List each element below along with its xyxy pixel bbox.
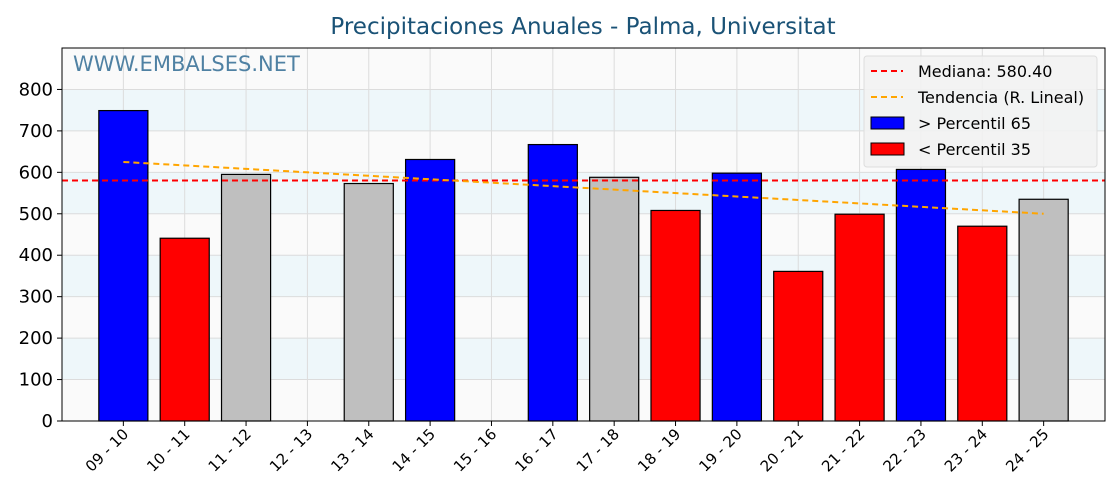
- watermark: WWW.EMBALSES.NET: [73, 52, 300, 76]
- x-tick-label: 21 - 22: [818, 425, 868, 475]
- bar-19-20: [711, 172, 763, 422]
- background-band: [62, 255, 1105, 297]
- x-tick-label: 18 - 19: [634, 425, 684, 475]
- bar-11-12: [220, 173, 272, 422]
- y-tick-label: 0: [42, 411, 53, 432]
- y-tick-label: 700: [19, 121, 53, 142]
- legend-low-label: < Percentil 35: [918, 140, 1031, 159]
- x-tick-label: 13 - 14: [327, 425, 377, 475]
- x-tick-label: 16 - 17: [511, 425, 561, 475]
- legend-box: [863, 55, 1098, 168]
- x-tick-label: 10 - 11: [143, 425, 193, 475]
- x-tick-label: 12 - 13: [266, 425, 316, 475]
- trend-line: [123, 160, 1044, 215]
- bar-10-11: [159, 237, 210, 422]
- y-tick-label: 300: [19, 287, 53, 308]
- background-band: [62, 338, 1105, 380]
- y-tick-label: 600: [19, 162, 53, 183]
- plot-frame: [61, 47, 1106, 422]
- legend-trend-label: Tendencia (R. Lineal): [917, 88, 1084, 107]
- y-tick-label: 100: [19, 370, 53, 391]
- x-tick-label: 11 - 12: [205, 425, 255, 475]
- x-tick-label: 09 - 10: [82, 425, 132, 475]
- x-tick-label: 24 - 25: [1002, 425, 1052, 475]
- bar-22-23: [895, 168, 947, 422]
- background-band: [62, 172, 1105, 214]
- y-tick-label: 200: [19, 328, 53, 349]
- bar-21-22: [834, 213, 885, 422]
- bar-13-14: [343, 182, 394, 422]
- bar-17-18: [589, 176, 640, 422]
- bar-14-15: [404, 158, 456, 422]
- y-tick-label: 800: [19, 79, 53, 100]
- x-tick-label: 20 - 21: [757, 425, 807, 475]
- bar-09-10: [98, 109, 149, 422]
- x-tick-label: 23 - 24: [941, 425, 991, 475]
- x-tick-label: 17 - 18: [573, 425, 623, 475]
- legend-median-label: Mediana: 580.40: [918, 62, 1052, 81]
- bar-24-25: [1018, 198, 1069, 422]
- bar-20-21: [773, 270, 824, 422]
- x-tick-label: 15 - 16: [450, 425, 500, 475]
- legend-low-swatch: [870, 142, 905, 156]
- x-tick-label: 19 - 20: [695, 425, 745, 475]
- bar-23-24: [957, 225, 1008, 422]
- y-tick-label: 400: [19, 245, 53, 266]
- x-tick-label: 14 - 15: [389, 425, 439, 475]
- bar-16-17: [527, 143, 578, 422]
- x-tick-label: 22 - 23: [879, 425, 929, 475]
- legend-high-swatch: [870, 116, 905, 130]
- chart-title: Precipitaciones Anuales - Palma, Univers…: [330, 14, 835, 40]
- legend-high-label: > Percentil 65: [918, 114, 1031, 133]
- y-tick-label: 500: [19, 204, 53, 225]
- bar-18-19: [650, 209, 701, 422]
